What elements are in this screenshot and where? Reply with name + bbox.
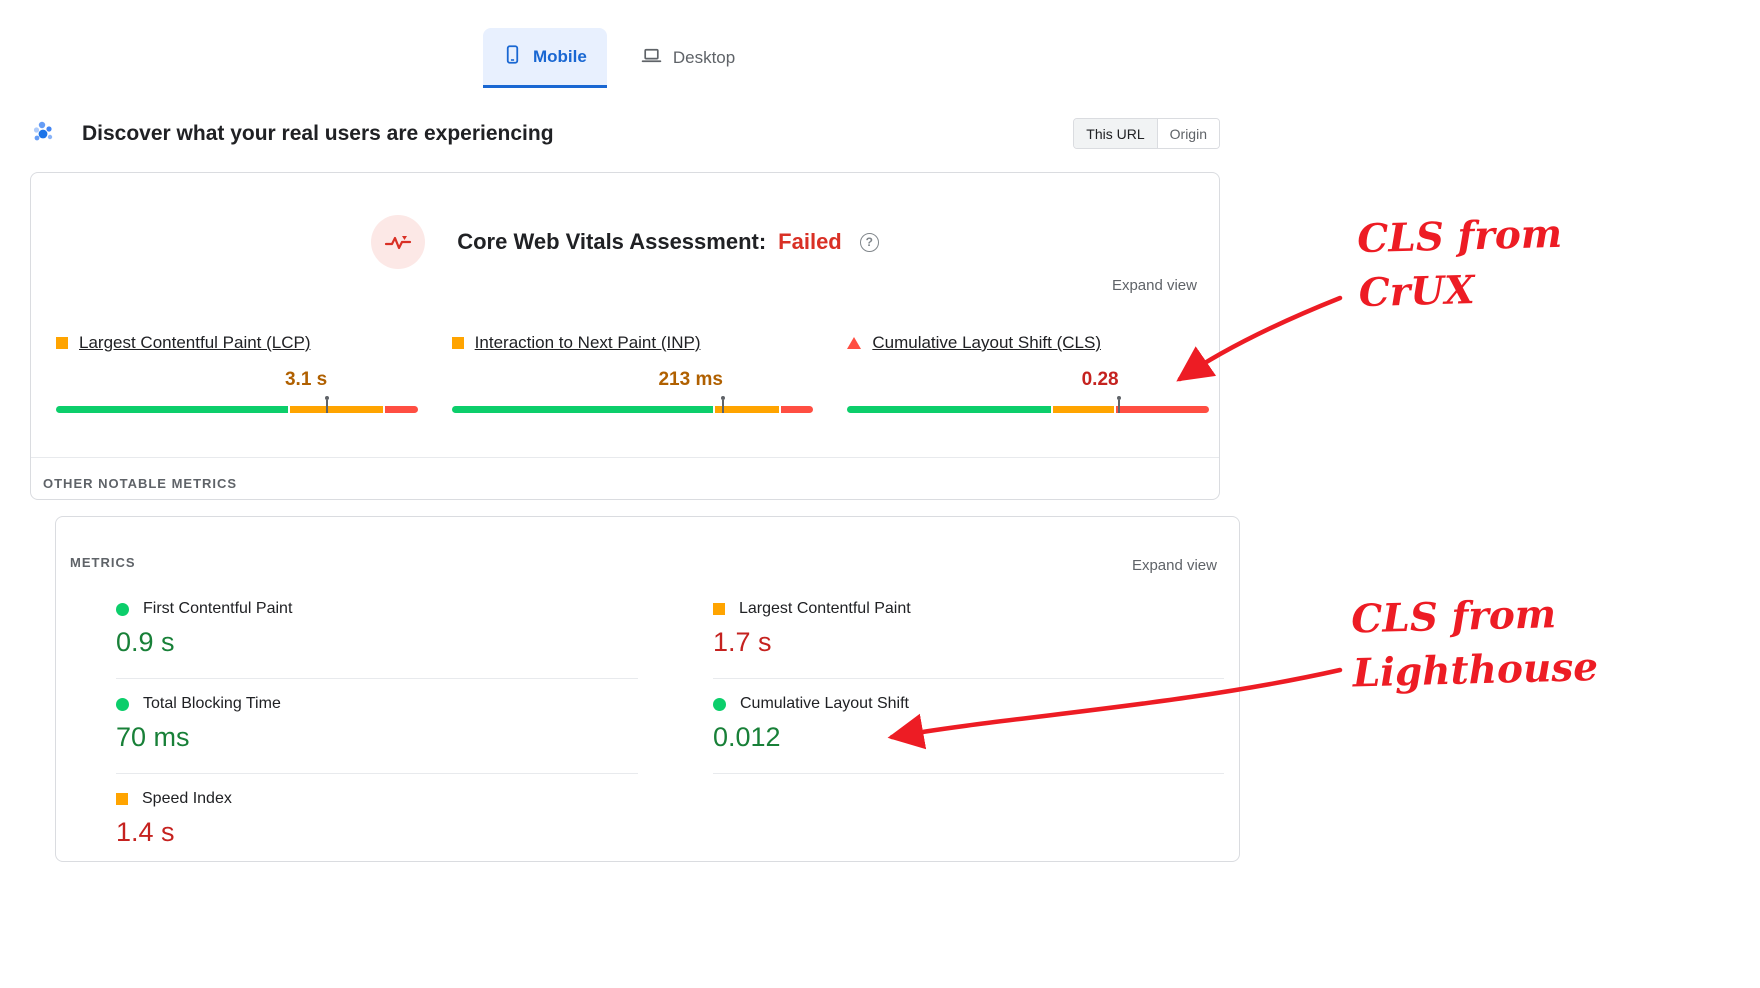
lab-card-header: METRICS	[56, 517, 1239, 570]
lab-metric-tbt: Total Blocking Time 70 ms	[116, 679, 638, 774]
speed-index-label: Speed Index	[142, 790, 232, 807]
scope-toggle: This URL Origin	[1073, 118, 1220, 149]
lcp-status-icon	[56, 337, 68, 349]
cls-good-segment	[847, 406, 1052, 413]
cwv-assessment-text: Core Web Vitals Assessment: Failed	[457, 229, 879, 255]
field-section-title: Discover what your real users are experi…	[82, 121, 554, 145]
fcp-value: 0.9 s	[116, 627, 175, 657]
crux-annotation: CLS from CrUX	[1356, 210, 1563, 316]
cls-p75-value: 0.28	[1081, 369, 1119, 390]
tbt-status-icon	[116, 697, 129, 711]
lab-metric-cls: Cumulative Layout Shift 0.012	[713, 679, 1224, 774]
cls-distribution-bar	[847, 396, 1210, 428]
device-tabs: Mobile Desktop	[483, 28, 755, 88]
field-metric-lcp: Largest Contentful Paint (LCP) 3.1 s	[56, 333, 418, 428]
mobile-icon	[503, 44, 522, 69]
inp-status-icon	[451, 337, 464, 349]
tab-mobile-label: Mobile	[533, 46, 587, 66]
lcp-poor-segment	[385, 406, 418, 413]
help-icon[interactable]	[859, 232, 879, 252]
lcp-p75-value: 3.1 s	[284, 369, 328, 390]
lcp-metric-link[interactable]: Largest Contentful Paint (LCP)	[79, 333, 311, 352]
lab-expand-view-link[interactable]: Expand view	[1131, 557, 1217, 574]
inp-distribution-bar	[451, 396, 814, 428]
speed-index-value: 1.4 s	[116, 817, 175, 847]
cwv-pulse-icon	[371, 215, 426, 269]
other-notable-metrics-label: OTHER NOTABLE METRICS	[43, 476, 238, 491]
lcp-good-segment	[56, 406, 289, 413]
field-metric-cls: Cumulative Layout Shift (CLS) 0.28	[847, 333, 1210, 428]
field-card-divider	[31, 457, 1219, 458]
inp-ni-segment	[714, 406, 780, 413]
tab-mobile[interactable]: Mobile	[483, 28, 607, 88]
lab-metrics-card: METRICS Expand view First Contentful Pai…	[55, 516, 1240, 862]
tbt-value: 70 ms	[116, 722, 190, 752]
lab-cls-label: Cumulative Layout Shift	[740, 695, 909, 712]
lighthouse-annotation: CLS from Lighthouse	[1350, 591, 1599, 697]
tbt-label: Total Blocking Time	[143, 695, 281, 712]
cls-poor-segment	[1116, 406, 1210, 413]
lab-lcp-status-icon	[713, 603, 725, 615]
speed-index-status-icon	[116, 793, 128, 805]
field-data-icon	[28, 116, 58, 151]
lab-metric-speed-index: Speed Index 1.4 s	[116, 774, 638, 861]
scope-this-url-button[interactable]: This URL	[1074, 119, 1158, 148]
field-expand-view-link[interactable]: Expand view	[1111, 277, 1197, 294]
field-data-card: Core Web Vitals Assessment: Failed Expan…	[30, 172, 1220, 500]
lab-cls-status-icon	[713, 697, 726, 711]
lcp-distribution-bar	[56, 396, 418, 428]
cwv-assessment-label: Core Web Vitals Assessment:	[457, 229, 767, 254]
scope-origin-button[interactable]: Origin	[1157, 119, 1219, 148]
lab-cls-value: 0.012	[713, 722, 781, 752]
inp-p75-value: 213 ms	[658, 369, 723, 390]
lcp-ni-segment	[290, 406, 384, 413]
cls-p75-marker	[1116, 396, 1121, 413]
fcp-label: First Contentful Paint	[143, 600, 293, 617]
field-section-header: Discover what your real users are experi…	[28, 116, 1220, 151]
lab-metrics-grid: First Contentful Paint 0.9 s Largest Con…	[56, 570, 1239, 861]
tab-desktop-label: Desktop	[672, 48, 736, 67]
cls-status-icon	[847, 337, 862, 349]
field-metrics-row: Largest Contentful Paint (LCP) 3.1 s Int…	[56, 333, 1210, 428]
cwv-assessment-header: Core Web Vitals Assessment: Failed	[31, 215, 1219, 269]
lab-metric-lcp: Largest Contentful Paint 1.7 s	[713, 584, 1224, 679]
inp-p75-marker	[720, 396, 725, 413]
desktop-icon	[641, 46, 662, 70]
cls-metric-link[interactable]: Cumulative Layout Shift (CLS)	[872, 333, 1101, 352]
lab-metric-fcp: First Contentful Paint 0.9 s	[116, 584, 638, 679]
lab-lcp-value: 1.7 s	[713, 627, 772, 657]
field-metric-inp: Interaction to Next Paint (INP) 213 ms	[451, 333, 814, 428]
cls-ni-segment	[1053, 406, 1115, 413]
fcp-status-icon	[116, 602, 129, 616]
lab-metrics-title: METRICS	[70, 555, 136, 570]
inp-metric-link[interactable]: Interaction to Next Paint (INP)	[474, 333, 701, 352]
lcp-p75-marker	[325, 396, 330, 413]
inp-poor-segment	[781, 406, 814, 413]
tab-desktop[interactable]: Desktop	[621, 28, 755, 88]
lab-lcp-label: Largest Contentful Paint	[739, 600, 911, 617]
cwv-assessment-result: Failed	[778, 229, 842, 254]
inp-good-segment	[451, 406, 713, 413]
